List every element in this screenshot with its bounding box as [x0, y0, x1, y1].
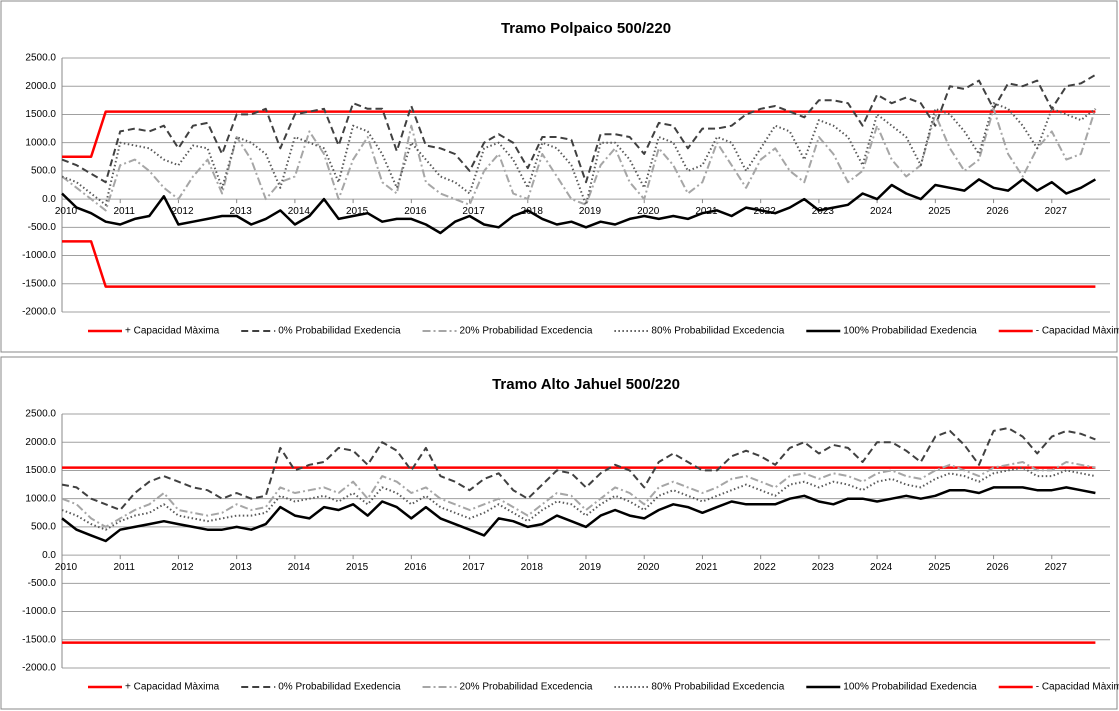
x-tick-label: 2018	[521, 562, 544, 573]
x-tick-label: 2016	[404, 206, 427, 217]
y-tick-label: 1000.0	[25, 493, 56, 504]
x-tick-label: 2020	[637, 562, 660, 573]
y-tick-label: 1000.0	[25, 137, 56, 148]
x-tick-label: 2019	[579, 562, 602, 573]
y-tick-label: 500.0	[31, 166, 56, 177]
x-tick-label: 2027	[1045, 206, 1068, 217]
x-tick-label: 2014	[288, 562, 311, 573]
x-tick-label: 2012	[171, 562, 194, 573]
y-tick-label: -500.0	[28, 222, 57, 233]
y-tick-label: 1500.0	[25, 109, 56, 120]
x-tick-label: 2012	[171, 206, 194, 217]
legend-label: 0% Probabilidad Exedencia	[278, 326, 401, 337]
x-tick-label: 2019	[579, 206, 602, 217]
x-tick-label: 2026	[986, 206, 1009, 217]
chart-frame	[0, 0, 1118, 353]
x-tick-label: 2024	[870, 206, 893, 217]
series-line	[61, 461, 1096, 528]
y-tick-label: -2000.0	[22, 307, 56, 318]
chart-title: Tramo Polpaico 500/220	[501, 20, 671, 37]
legend-label: 80% Probabilidad Excedencia	[651, 682, 784, 693]
x-tick-label: 2011	[113, 562, 135, 573]
legend-label: + Capacidad Màxima	[125, 682, 220, 693]
y-tick-label: -2000.0	[22, 663, 56, 674]
x-tick-label: 2011	[113, 206, 135, 217]
x-tick-label: 2016	[404, 562, 427, 573]
legend-label: + Capacidad Màxima	[125, 326, 220, 337]
x-tick-label: 2027	[1045, 562, 1068, 573]
x-tick-label: 2026	[986, 562, 1009, 573]
x-tick-label: 2013	[230, 206, 253, 217]
x-tick-label: 2014	[288, 206, 311, 217]
x-tick-label: 2015	[346, 206, 369, 217]
chart-frame	[0, 356, 1118, 710]
x-tick-label: 2013	[230, 562, 253, 573]
x-tick-label: 2015	[346, 562, 369, 573]
series-line	[61, 107, 1097, 212]
legend-label: 20% Probabilidad Excedencia	[460, 682, 593, 693]
legend-label: 80% Probabilidad Excedencia	[651, 326, 784, 337]
y-tick-label: 500.0	[31, 522, 56, 533]
y-tick-label: -1000.0	[22, 606, 56, 617]
x-tick-label: 2017	[462, 206, 485, 217]
series-line	[62, 110, 1096, 159]
legend-label: - Capacidad Màxima	[1036, 326, 1119, 337]
y-tick-label: 0.0	[42, 550, 56, 561]
series-line	[61, 74, 1096, 184]
y-tick-label: 2000.0	[25, 81, 56, 92]
y-tick-label: 0.0	[42, 194, 56, 205]
x-tick-label: 2010	[55, 562, 78, 573]
y-tick-label: -1500.0	[22, 278, 56, 289]
x-tick-label: 2025	[928, 562, 951, 573]
chart-title: Tramo Alto Jahuel 500/220	[492, 376, 680, 393]
series-line	[61, 466, 1096, 531]
y-tick-label: -500.0	[28, 578, 57, 589]
y-tick-label: 2500.0	[25, 53, 56, 64]
x-tick-label: 2023	[812, 562, 835, 573]
x-tick-label: 2024	[870, 562, 893, 573]
series-line	[62, 240, 1096, 288]
y-tick-label: -1000.0	[22, 250, 56, 261]
x-tick-label: 2017	[462, 562, 485, 573]
x-tick-label: 2018	[521, 206, 544, 217]
y-tick-label: -1500.0	[22, 634, 56, 645]
x-tick-label: 2025	[928, 206, 951, 217]
series-line	[61, 102, 1097, 206]
legend-label: 20% Probabilidad Excedencia	[460, 326, 593, 337]
x-tick-label: 2010	[55, 206, 78, 217]
x-tick-label: 2022	[754, 562, 777, 573]
legend-label: 100% Probabilidad Exedencia	[843, 682, 977, 693]
legend-label: 0% Probabilidad Exedencia	[278, 682, 401, 693]
x-tick-label: 2020	[637, 206, 660, 217]
series-line	[61, 178, 1097, 235]
legend-label: - Capacidad Màxima	[1036, 682, 1119, 693]
series-line	[61, 486, 1096, 543]
x-tick-label: 2021	[695, 562, 718, 573]
series-line	[61, 427, 1096, 511]
legend-label: 100% Probabilidad Exedencia	[843, 326, 977, 337]
y-tick-label: 2000.0	[25, 437, 56, 448]
y-tick-label: 1500.0	[25, 465, 56, 476]
x-tick-label: 2023	[812, 206, 835, 217]
y-tick-label: 2500.0	[25, 409, 56, 420]
